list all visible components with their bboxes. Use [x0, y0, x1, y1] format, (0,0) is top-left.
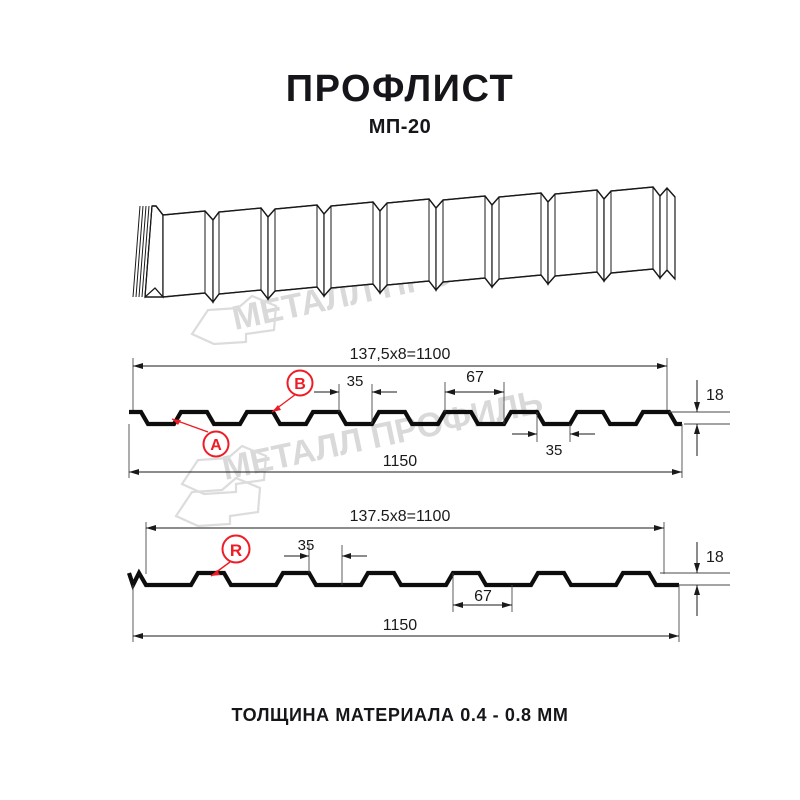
dim-b-height-label: 18 [706, 549, 724, 566]
page-subtitle: МП-20 [368, 116, 432, 138]
iso-corrugated-sheet [132, 186, 676, 304]
marker-a-letter: A [210, 437, 222, 454]
dim-a-height: 18 [669, 380, 730, 456]
dim-a-overall-label: 137,5x8=1100 [350, 346, 451, 363]
dim-b-valley-label: 67 [474, 588, 492, 605]
watermark-logo-icon [180, 444, 268, 496]
dim-a-valley: 67 [444, 369, 505, 424]
dim-b-total-label: 1150 [383, 617, 418, 634]
dim-b-total: 1150 [132, 585, 680, 642]
marker-b: B [271, 369, 314, 413]
dim-b-overall-label: 137.5x8=1100 [350, 508, 451, 525]
dim-a-overall: 137,5x8=1100 [133, 346, 667, 369]
dim-a-total: 1150 [128, 424, 683, 478]
marker-b-letter: B [294, 376, 306, 393]
watermark-bottom: w [174, 476, 262, 528]
marker-r: R [210, 534, 251, 577]
dim-a-valley-label: 67 [466, 369, 484, 386]
marker-a: A [171, 418, 230, 458]
watermark-logo-icon [174, 476, 262, 528]
section-a-group: 137,5x8=1100 35 [128, 346, 730, 478]
profile-a-outline [129, 409, 682, 427]
dim-b-rib: 35 [284, 537, 367, 585]
dim-a-rib-right: 35 [512, 412, 595, 459]
dim-b-valley: 67 [452, 573, 513, 612]
dim-a-rib-left-label: 35 [347, 373, 364, 390]
dim-a-rib-left: 35 [314, 373, 397, 424]
material-thickness-note: ТОЛЩИНА МАТЕРИАЛА 0.4 - 0.8 ММ [231, 705, 569, 725]
dim-a-rib-right-label: 35 [546, 442, 563, 459]
dim-b-rib-label: 35 [298, 537, 315, 554]
dim-b-height: 18 [660, 542, 730, 616]
page-title: ПРОФЛИСТ [285, 68, 515, 110]
dim-a-total-label: 1150 [383, 453, 418, 470]
watermark-logo-icon [190, 294, 278, 346]
profile-b-outline [127, 568, 679, 591]
marker-r-letter: R [230, 541, 242, 560]
dim-a-height-label: 18 [706, 387, 724, 404]
dim-b-overall: 137.5x8=1100 [146, 508, 664, 531]
section-b-group: 137.5x8=1100 35 [127, 508, 730, 642]
